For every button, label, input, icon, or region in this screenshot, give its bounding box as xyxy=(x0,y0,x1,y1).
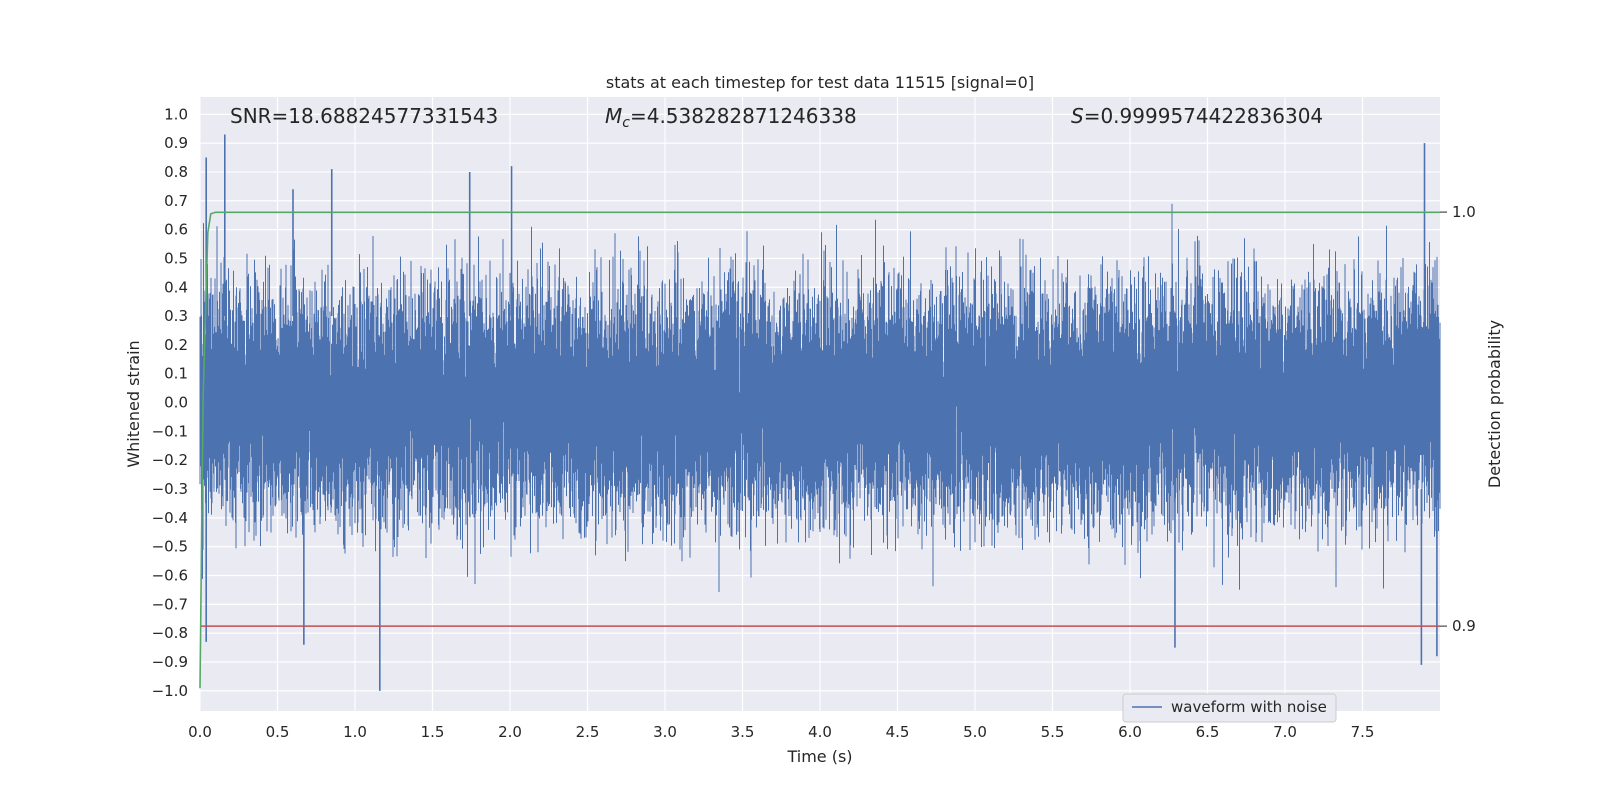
y-tick-label: 0.0 xyxy=(164,394,188,412)
y-tick-label: 1.0 xyxy=(164,105,188,123)
legend-label: waveform with noise xyxy=(1171,698,1327,716)
s-value: =0.9999574422836304 xyxy=(1084,104,1323,128)
right-tick-label: 1.0 xyxy=(1452,203,1476,221)
y-tick-label: 0.7 xyxy=(164,192,188,210)
detection-probability-line xyxy=(199,211,1440,689)
y-tick-label: 0.1 xyxy=(164,365,188,383)
x-axis-label: Time (s) xyxy=(786,747,852,766)
x-tick-label: 0.0 xyxy=(188,723,212,741)
y-tick-label: 0.4 xyxy=(164,278,188,296)
x-tick-label: 5.0 xyxy=(963,723,987,741)
right-axis-label: Detection probability xyxy=(1485,320,1504,488)
chirp-mass-annotation: Mc=4.538282871246338 xyxy=(605,104,857,131)
x-axis-ticks: 0.0 0.5 1.0 1.5 2.0 2.5 3.0 3.5 4.0 4.5 5.0 5.5 6.0 6… xyxy=(188,723,1374,741)
x-tick-label: 4.5 xyxy=(886,723,910,741)
chirp-mass-symbol: M xyxy=(605,104,622,128)
legend-box xyxy=(1122,693,1337,723)
x-tick-label: 0.5 xyxy=(266,723,290,741)
y-axis-label: Whitened strain xyxy=(124,340,143,467)
y-tick-label: 0.6 xyxy=(164,221,188,239)
y-tick-label: −0.1 xyxy=(152,422,188,440)
y-tick-label: 0.5 xyxy=(164,249,188,267)
chirp-mass-subscript: c xyxy=(622,115,630,131)
chirp-mass-value: =4.538282871246338 xyxy=(630,104,857,128)
x-tick-label: 3.0 xyxy=(653,723,677,741)
waveform-series xyxy=(199,134,1441,691)
x-tick-label: 2.0 xyxy=(498,723,522,741)
y-axis-ticks: 1.0 0.9 0.8 0.7 0.6 0.5 0.4 0.3 0.2 0.1 0.0 −0.1 −0.… xyxy=(152,105,188,700)
y-tick-label: 0.3 xyxy=(164,307,188,325)
y-tick-label: −0.9 xyxy=(152,653,188,671)
y-tick-label: −0.3 xyxy=(152,480,188,498)
s-annotation: S=0.9999574422836304 xyxy=(1071,104,1323,128)
x-tick-label: 7.5 xyxy=(1351,723,1375,741)
y-tick-label: −0.8 xyxy=(152,624,188,642)
legend: waveform with noise xyxy=(1122,693,1337,723)
x-tick-label: 3.5 xyxy=(731,723,755,741)
y-tick-label: −0.6 xyxy=(152,567,188,585)
right-axis-ticks: 1.0 0.9 xyxy=(1440,203,1476,635)
x-tick-label: 5.5 xyxy=(1041,723,1065,741)
y-tick-label: −0.4 xyxy=(152,509,188,527)
y-tick-label: −0.5 xyxy=(152,538,188,556)
y-tick-label: 0.9 xyxy=(164,134,188,152)
chart-title: stats at each timestep for test data 115… xyxy=(606,73,1034,92)
x-tick-label: 4.0 xyxy=(808,723,832,741)
s-symbol: S xyxy=(1071,104,1084,128)
snr-annotation: SNR=18.68824577331543 xyxy=(230,104,498,128)
y-tick-label: −1.0 xyxy=(152,682,188,700)
x-tick-label: 1.5 xyxy=(421,723,445,741)
x-tick-label: 6.5 xyxy=(1196,723,1220,741)
x-tick-label: 6.0 xyxy=(1118,723,1142,741)
y-tick-label: 0.2 xyxy=(164,336,188,354)
y-tick-label: 0.8 xyxy=(164,163,188,181)
x-tick-label: 1.0 xyxy=(343,723,367,741)
y-tick-label: −0.2 xyxy=(152,451,188,469)
waveform-trace xyxy=(199,203,1441,592)
x-tick-label: 2.5 xyxy=(576,723,600,741)
right-tick-label: 0.9 xyxy=(1452,617,1476,635)
y-tick-label: −0.7 xyxy=(152,595,188,613)
x-tick-label: 7.0 xyxy=(1273,723,1297,741)
